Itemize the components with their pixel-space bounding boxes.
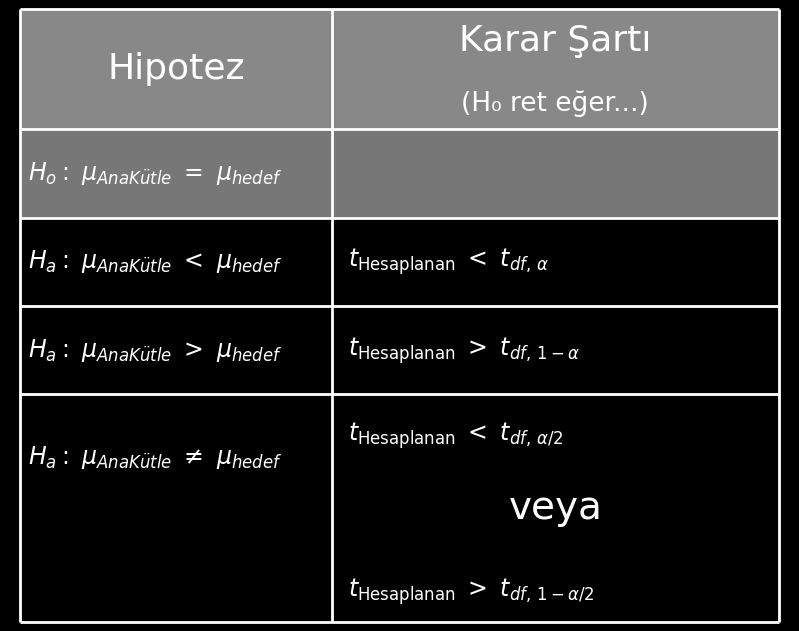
Text: $\mathit{t}_{\mathrm{Hesaplanan}}\ >\ \mathit{t}_{df,\,1-\alpha}$: $\mathit{t}_{\mathrm{Hesaplanan}}\ >\ \m… <box>348 335 580 365</box>
Text: Hipotez: Hipotez <box>107 52 244 86</box>
Text: $\mathit{t}_{\mathrm{Hesaplanan}}\ >\ \mathit{t}_{df,\,1-\alpha/2}$: $\mathit{t}_{\mathrm{Hesaplanan}}\ >\ \m… <box>348 577 594 608</box>
FancyBboxPatch shape <box>20 306 779 394</box>
FancyBboxPatch shape <box>20 394 779 622</box>
Text: $\mathit{t}_{\mathrm{Hesaplanan}}\ <\ \mathit{t}_{df,\,\alpha/2}$: $\mathit{t}_{\mathrm{Hesaplanan}}\ <\ \m… <box>348 420 563 451</box>
Text: $\mathit{H}_{a}\mathit{:}\ \mu_{\mathit{AnaK\ddot{u}tle}}\ >\ \mu_{\mathit{hedef: $\mathit{H}_{a}\mathit{:}\ \mu_{\mathit{… <box>28 337 282 363</box>
Text: $\mathit{H}_{a}\mathit{:}\ \mu_{\mathit{AnaK\ddot{u}tle}}\ <\ \mu_{\mathit{hedef: $\mathit{H}_{a}\mathit{:}\ \mu_{\mathit{… <box>28 249 282 275</box>
Text: $\mathit{H}_{o}\mathit{:}\ \mu_{\mathit{AnaK\ddot{u}tle}}\ =\ \mu_{\mathit{hedef: $\mathit{H}_{o}\mathit{:}\ \mu_{\mathit{… <box>28 160 282 187</box>
FancyBboxPatch shape <box>20 218 779 306</box>
Text: Karar Şartı: Karar Şartı <box>459 24 651 58</box>
FancyBboxPatch shape <box>20 9 779 129</box>
Text: $\mathit{H}_{a}\mathit{:}\ \mu_{\mathit{AnaK\ddot{u}tle}}\ \neq\ \mu_{\mathit{he: $\mathit{H}_{a}\mathit{:}\ \mu_{\mathit{… <box>28 444 282 471</box>
Text: (H₀ ret eğer...): (H₀ ret eğer...) <box>462 91 649 117</box>
Text: veya: veya <box>508 489 602 527</box>
Text: $\mathit{t}_{\mathrm{Hesaplanan}}\ <\ \mathit{t}_{df,\,\alpha}$: $\mathit{t}_{\mathrm{Hesaplanan}}\ <\ \m… <box>348 247 549 277</box>
FancyBboxPatch shape <box>20 129 779 218</box>
